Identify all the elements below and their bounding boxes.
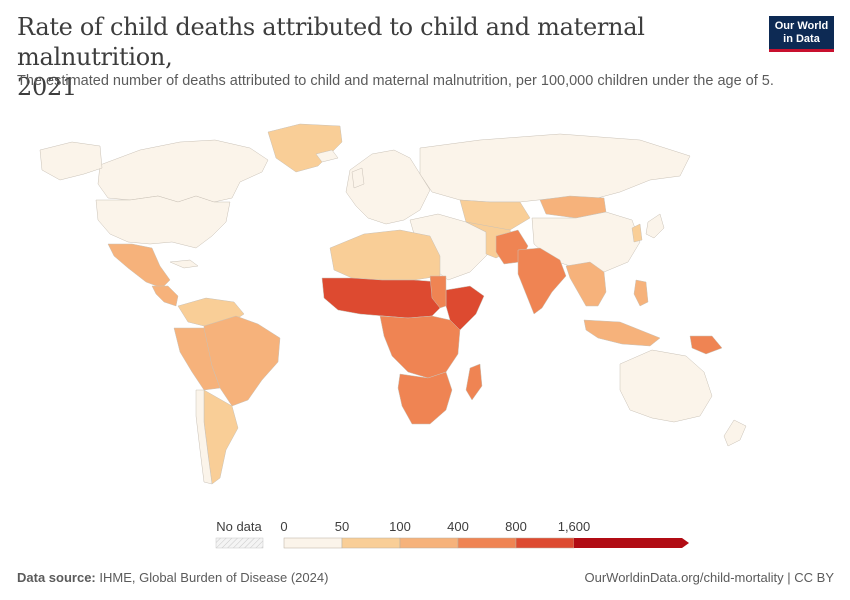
legend-bin-2[interactable] — [399, 537, 459, 549]
chart-title: Rate of child deaths attributed to child… — [17, 12, 717, 102]
country-europe-west[interactable] — [345, 149, 431, 225]
country-alaska[interactable] — [39, 141, 103, 181]
country-brazil[interactable] — [203, 315, 281, 407]
country-southern-africa[interactable] — [397, 371, 453, 425]
country-ethiopia-somalia[interactable] — [445, 285, 485, 331]
legend-bin-1[interactable] — [341, 537, 401, 549]
legend-bin-5[interactable] — [574, 538, 689, 548]
world-map-svg — [39, 123, 747, 485]
country-southeast-asia[interactable] — [565, 261, 607, 307]
legend-no-data-swatch — [215, 537, 264, 549]
country-central-america[interactable] — [151, 285, 179, 307]
map-legend: No data 0 50 100 400 800 1,600 — [0, 515, 850, 555]
country-chile[interactable] — [195, 389, 213, 485]
country-australia[interactable] — [619, 349, 713, 423]
country-mexico[interactable] — [107, 243, 171, 289]
country-japan[interactable] — [645, 213, 665, 239]
logo-line-1: Our World — [774, 20, 829, 32]
source-text: IHME, Global Burden of Disease (2024) — [99, 570, 329, 585]
owid-logo[interactable]: Our World in Data — [769, 16, 834, 52]
legend-ticks: 0 50 100 400 800 1,600 — [280, 519, 590, 534]
country-papua-new-guinea[interactable] — [689, 335, 723, 355]
legend-bin-3[interactable] — [457, 537, 517, 549]
source-label: Data source: — [17, 570, 96, 585]
country-new-zealand[interactable] — [723, 419, 747, 447]
country-iceland[interactable] — [315, 149, 339, 163]
country-indonesia[interactable] — [583, 319, 661, 347]
legend-bin-0[interactable] — [283, 537, 343, 549]
legend-tick-4: 800 — [505, 519, 527, 534]
country-madagascar[interactable] — [465, 363, 483, 401]
legend-bin-4[interactable] — [515, 537, 575, 549]
country-cuba[interactable] — [169, 259, 199, 269]
country-north-africa[interactable] — [329, 229, 441, 281]
country-korea[interactable] — [631, 223, 643, 243]
legend-tick-5: 1,600 — [558, 519, 591, 534]
legend-tick-0: 0 — [280, 519, 287, 534]
country-central-africa[interactable] — [379, 315, 461, 379]
country-philippines[interactable] — [633, 279, 649, 307]
legend-svg: No data 0 50 100 400 800 1,600 — [215, 519, 689, 549]
country-sudan-horn[interactable] — [429, 275, 447, 309]
legend-no-data-label: No data — [216, 519, 262, 534]
country-russia[interactable] — [419, 133, 691, 203]
legend-tick-3: 400 — [447, 519, 469, 534]
country-peru-bolivia[interactable] — [173, 327, 221, 391]
chart-subtitle: The estimated number of deaths attribute… — [17, 73, 774, 89]
title-line-1: Rate of child deaths attributed to child… — [17, 13, 645, 71]
legend-bins — [283, 537, 689, 549]
title-line-2: 2021 — [17, 73, 77, 101]
footer-source: Data source: IHME, Global Burden of Dise… — [17, 570, 328, 585]
legend-tick-2: 100 — [389, 519, 411, 534]
legend-tick-1: 50 — [335, 519, 349, 534]
country-uk[interactable] — [351, 167, 365, 189]
country-sahel-west-africa[interactable] — [321, 277, 447, 319]
country-united-states[interactable] — [95, 195, 231, 249]
country-india[interactable] — [517, 247, 567, 315]
country-greenland[interactable] — [267, 123, 343, 173]
world-map — [0, 110, 850, 510]
logo-line-2: in Data — [783, 33, 820, 45]
footer-url[interactable]: OurWorldinData.org/child-mortality | CC … — [584, 570, 835, 585]
country-canada[interactable] — [97, 139, 269, 203]
